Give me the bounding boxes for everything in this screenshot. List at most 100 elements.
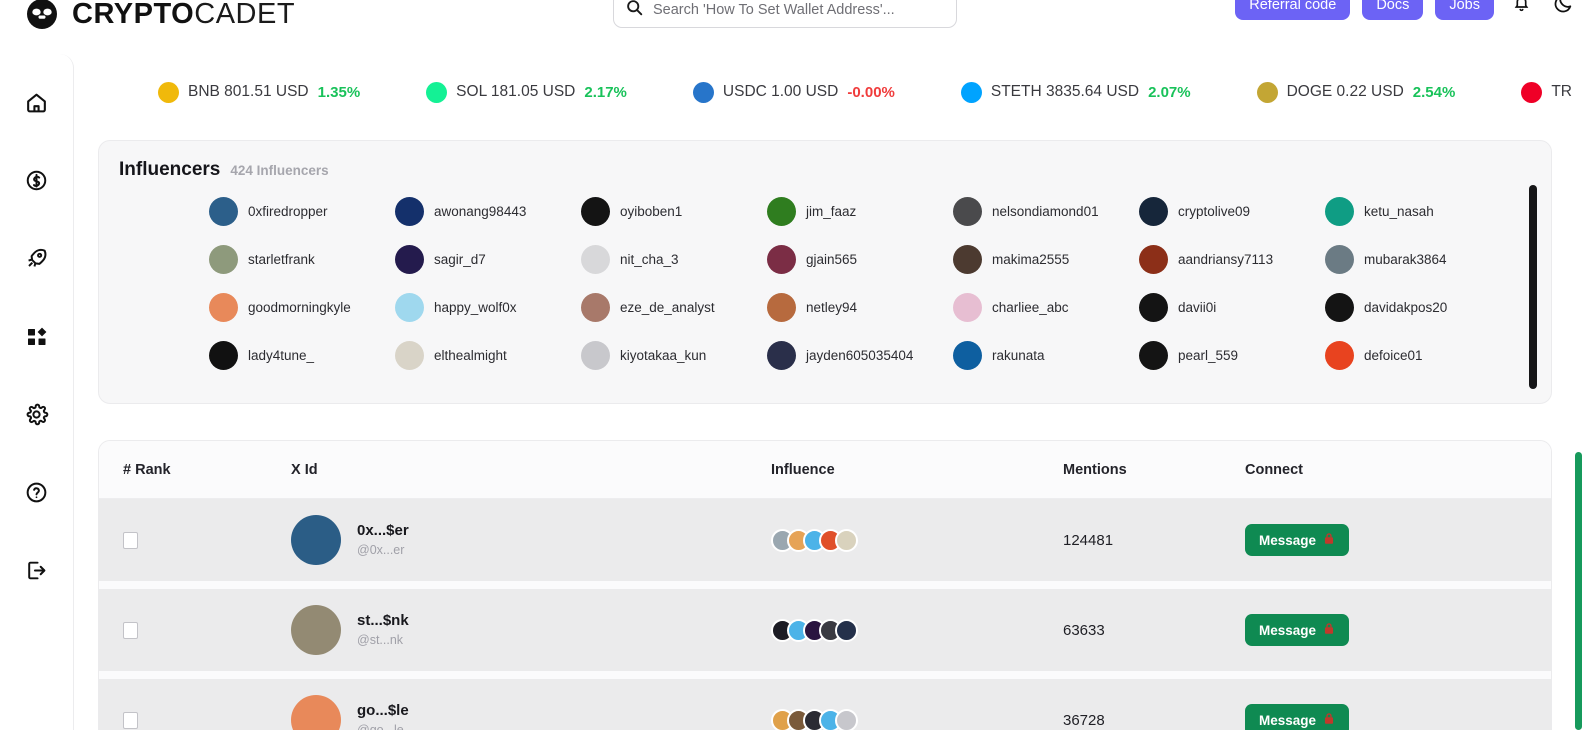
sidebar-item-home[interactable] [20,88,54,122]
avatar [291,605,341,655]
table-row[interactable]: st...$nk @st...nk 63633 Message [99,589,1551,671]
column-header-influence[interactable]: Influence [771,461,835,478]
influencers-count: 424 Influencers [230,163,329,178]
row-checkbox[interactable] [123,531,138,549]
search-input[interactable] [653,2,943,18]
sidebar-item-help[interactable] [20,478,54,512]
table-row[interactable]: go...$le @go...le 36728 Message [99,679,1551,730]
influencer-name: starletfrank [248,252,315,267]
ticker-item[interactable]: STETH 3835.64 USD 2.07% [960,81,1191,103]
influencer-chip[interactable]: gjain565 [767,245,953,274]
influencer-chip[interactable]: cryptolive09 [1139,197,1325,226]
influencer-name: nit_cha_3 [620,252,679,267]
influencers-scrollbar[interactable] [1529,185,1537,389]
influencer-name: oyiboben1 [620,204,683,219]
referral-code-button[interactable]: Referral code [1235,0,1351,20]
influencer-chip[interactable]: davidakpos20 [1325,293,1511,322]
coin-logo-icon [426,81,448,103]
ticker-item[interactable]: BNB 801.51 USD 1.35% [158,81,360,103]
influencer-chip[interactable]: mubarak3864 [1325,245,1511,274]
table-row[interactable]: 0x...$er @0x...er 124481 Message [99,499,1551,581]
avatar [1325,341,1354,370]
influence-avatar-stack[interactable] [771,618,858,642]
ticker-item[interactable]: TR [1521,81,1581,103]
brand-logo[interactable]: CRYPTOCADET [22,0,295,34]
influencer-chip[interactable]: davii0i [1139,293,1325,322]
ticker-item[interactable]: USDC 1.00 USD -0.00% [692,81,895,103]
avatar [291,515,341,565]
column-header-connect[interactable]: Connect [1245,461,1303,478]
row-checkbox[interactable] [123,621,138,639]
table-body: 0x...$er @0x...er 124481 Message st...$nk @st… [99,499,1551,730]
influencer-chip[interactable]: jayden605035404 [767,341,953,370]
ticker-change: 2.17% [584,83,627,101]
sidebar-item-earnings[interactable] [20,166,54,200]
lock-icon [1323,532,1335,548]
message-button[interactable]: Message [1245,524,1350,556]
ticker-price: STETH 3835.64 USD [990,83,1140,100]
row-checkbox[interactable] [123,711,138,729]
influencer-chip[interactable]: ketu_nasah [1325,197,1511,226]
cell-mentions: 63633 [1063,621,1105,639]
xid-handle: @st...nk [357,632,404,647]
influencer-chip[interactable]: eze_de_analyst [581,293,767,322]
influencer-chip[interactable]: pearl_559 [1139,341,1325,370]
avatar [835,528,858,552]
jobs-button[interactable]: Jobs [1435,0,1494,20]
influence-avatar-stack[interactable] [771,708,858,730]
sidebar-item-dashboard[interactable] [20,322,54,356]
influencer-chip[interactable]: aandriansy7113 [1139,245,1325,274]
influencer-chip[interactable]: netley94 [767,293,953,322]
docs-button[interactable]: Docs [1362,0,1424,20]
cell-rank [123,531,291,549]
influencer-chip[interactable]: charliee_abc [953,293,1139,322]
influencer-table-panel: # Rank X Id Influence Mentions Connect 0… [98,440,1552,730]
message-button[interactable]: Message [1245,704,1350,730]
avatar [835,618,858,642]
cell-xid: 0x...$er @0x...er [291,515,771,565]
avatar [395,341,424,370]
influencer-chip[interactable]: elthealmight [395,341,581,370]
influencer-chip[interactable]: happy_wolf0x [395,293,581,322]
influencer-chip[interactable]: sagir_d7 [395,245,581,274]
brand-light: CADET [194,0,296,30]
avatar [953,197,982,226]
column-header-mentions[interactable]: Mentions [1063,461,1127,478]
column-header-xid[interactable]: X Id [291,461,318,478]
influencer-chip[interactable]: kiyotakaa_kun [581,341,767,370]
influencer-chip[interactable]: jim_faaz [767,197,953,226]
top-actions: Referral code Docs Jobs [1235,0,1578,20]
influencer-chip[interactable]: nelsondiamond01 [953,197,1139,226]
influencer-chip[interactable]: defoice01 [1325,341,1511,370]
table-scrollbar[interactable] [1575,452,1582,730]
avatar [953,341,982,370]
notifications-button[interactable] [1506,0,1536,20]
message-button[interactable]: Message [1245,614,1350,646]
xid-display-name: st...$nk [357,612,409,630]
theme-toggle-button[interactable] [1548,0,1578,20]
influencer-chip[interactable]: lady4tune_ [209,341,395,370]
influencer-chip[interactable]: makima2555 [953,245,1139,274]
coin-logo-icon [158,81,179,103]
sidebar-item-launch[interactable] [20,244,54,278]
sidebar-item-settings[interactable] [20,400,54,434]
sidebar-item-logout[interactable] [20,556,54,590]
ticker-item[interactable]: DOGE 0.22 USD 2.54% [1256,81,1455,103]
column-header-rank[interactable]: # Rank [123,461,171,478]
influencer-chip[interactable]: goodmorningkyle [209,293,395,322]
ticker-item[interactable]: SOL 181.05 USD 2.17% [426,81,627,103]
influencer-name: eze_de_analyst [620,300,715,315]
influencer-chip[interactable]: starletfrank [209,245,395,274]
search-bar[interactable] [613,0,957,28]
influencers-header: Influencers 424 Influencers [99,141,1551,181]
influencer-chip[interactable]: 0xfiredropper [209,197,395,226]
influencer-chip[interactable]: nit_cha_3 [581,245,767,274]
influence-avatar-stack[interactable] [771,528,858,552]
ticker-change: 2.07% [1148,83,1191,101]
influencer-chip[interactable]: oyiboben1 [581,197,767,226]
avatar [767,293,796,322]
influencer-name: lady4tune_ [248,348,315,363]
influencer-chip[interactable]: awonang98443 [395,197,581,226]
influencer-chip[interactable]: rakunata [953,341,1139,370]
xid-handle: @go...le [357,722,404,730]
